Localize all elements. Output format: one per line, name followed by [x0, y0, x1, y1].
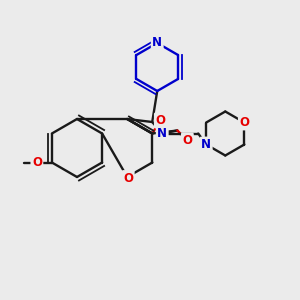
- Text: N: N: [157, 127, 167, 140]
- Text: N: N: [152, 37, 162, 50]
- Text: O: O: [155, 114, 165, 127]
- Text: O: O: [182, 134, 192, 147]
- Text: N: N: [201, 138, 211, 151]
- Text: O: O: [32, 156, 42, 169]
- Text: O: O: [123, 172, 133, 184]
- Text: O: O: [239, 116, 249, 129]
